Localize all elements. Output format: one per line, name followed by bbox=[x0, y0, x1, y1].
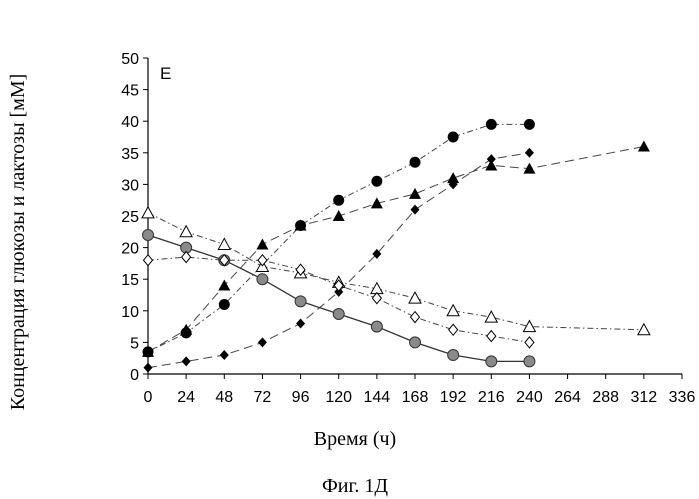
x-tick-label: 240 bbox=[516, 389, 543, 406]
series-3-point bbox=[296, 318, 306, 329]
series-5-line bbox=[147, 212, 644, 331]
series-2-point bbox=[142, 345, 154, 357]
series-3-point bbox=[143, 362, 153, 373]
series-1-point bbox=[523, 118, 535, 130]
series-2-point bbox=[180, 323, 193, 335]
series-3-point bbox=[334, 286, 344, 297]
series-6-point bbox=[409, 310, 421, 324]
y-tick-label: 30 bbox=[121, 177, 139, 194]
series-5-point bbox=[446, 303, 460, 317]
series-3-point bbox=[257, 337, 267, 348]
series-5-point bbox=[408, 291, 422, 304]
x-tick-label: 288 bbox=[592, 389, 619, 406]
series-1-point bbox=[447, 131, 459, 143]
series-5-point bbox=[217, 237, 232, 250]
series-4-point bbox=[523, 355, 536, 368]
series-5-point bbox=[141, 205, 155, 219]
series-6-point bbox=[257, 253, 268, 267]
series-4-point bbox=[332, 307, 345, 320]
x-tick-label: 24 bbox=[177, 389, 195, 406]
series-2-point bbox=[485, 159, 498, 171]
y-tick-label: 10 bbox=[121, 304, 139, 321]
series-3-line bbox=[147, 152, 530, 369]
panel-label: E bbox=[160, 64, 171, 83]
series-6-line bbox=[147, 256, 530, 343]
series-3-point bbox=[410, 204, 420, 215]
series-2-point bbox=[332, 210, 345, 221]
series-4-point bbox=[447, 349, 460, 362]
y-tick-label: 45 bbox=[121, 83, 139, 100]
series-5-point bbox=[522, 319, 537, 333]
series-1-point bbox=[333, 194, 345, 206]
series-3-point bbox=[219, 350, 229, 361]
series-1-line bbox=[147, 123, 530, 353]
series-6-point bbox=[295, 263, 306, 277]
series-5-point bbox=[637, 322, 651, 336]
x-tick-label: 312 bbox=[631, 389, 658, 406]
series-3-point bbox=[486, 154, 496, 165]
series-2-point bbox=[447, 172, 460, 184]
series-6-point bbox=[219, 253, 230, 267]
series-4-point bbox=[294, 295, 307, 308]
series-6-point bbox=[524, 336, 535, 349]
y-tick-label: 40 bbox=[121, 114, 139, 131]
y-tick-label: 35 bbox=[121, 146, 139, 163]
x-tick-label: 192 bbox=[440, 389, 467, 406]
series-2-point bbox=[294, 219, 307, 231]
y-tick-label: 50 bbox=[121, 51, 139, 68]
series-2-point bbox=[409, 187, 421, 199]
series-3-point bbox=[181, 356, 191, 367]
series-4-point bbox=[485, 355, 498, 368]
series-1-point bbox=[485, 118, 497, 130]
y-tick-label: 0 bbox=[130, 367, 139, 384]
figure-caption: Фиг. 1Д bbox=[322, 475, 388, 497]
series-6-point bbox=[371, 291, 383, 305]
series-4-point bbox=[256, 273, 269, 286]
series-2-point bbox=[523, 162, 536, 174]
series-4-line bbox=[147, 234, 530, 363]
series-6-point bbox=[447, 323, 459, 337]
x-tick-label: 216 bbox=[478, 389, 505, 406]
x-tick-label: 168 bbox=[402, 389, 429, 406]
series-4-point bbox=[142, 228, 154, 241]
x-tick-label: 264 bbox=[554, 389, 581, 406]
x-tick-label: 72 bbox=[254, 389, 272, 406]
x-tick-label: 120 bbox=[325, 389, 352, 406]
x-tick-label: 96 bbox=[292, 389, 310, 406]
x-tick-label: 0 bbox=[144, 389, 153, 406]
series-2-point bbox=[256, 238, 269, 250]
y-tick-label: 25 bbox=[121, 209, 139, 226]
series-1-point bbox=[218, 298, 230, 310]
x-tick-label: 144 bbox=[364, 389, 391, 406]
series-4-point bbox=[370, 320, 383, 333]
series-5-point bbox=[484, 310, 499, 323]
x-axis-title: Время (ч) bbox=[314, 428, 396, 450]
y-tick-label: 5 bbox=[130, 335, 139, 352]
series-6-point bbox=[486, 329, 497, 343]
x-tick-label: 336 bbox=[669, 389, 696, 406]
plot-area bbox=[147, 58, 682, 375]
series-6-point bbox=[180, 250, 192, 264]
series-points bbox=[141, 118, 651, 373]
series-3-point bbox=[448, 179, 458, 190]
series-6-point bbox=[142, 253, 154, 267]
series-2-line bbox=[147, 146, 644, 353]
series-1-point bbox=[371, 175, 383, 187]
axis-ticks: 0 24 48 72 96 120 144 168 192 216 240 264 288 312 336 0… bbox=[121, 51, 695, 406]
series-2-point bbox=[370, 197, 383, 209]
y-tick-label: 15 bbox=[121, 272, 139, 289]
series-1-point bbox=[409, 156, 421, 168]
series-2-point bbox=[218, 279, 231, 291]
x-tick-label: 48 bbox=[215, 389, 233, 406]
y-tick-label: 20 bbox=[121, 241, 139, 258]
series-4-point bbox=[409, 336, 421, 349]
y-axis-title: Концентрация глюкозы и лактозы [мМ] bbox=[7, 74, 29, 411]
series-6-point bbox=[333, 279, 344, 292]
series-2-point bbox=[637, 140, 650, 152]
series-5-point bbox=[179, 224, 193, 238]
series-3-point bbox=[372, 248, 382, 259]
series-3-point bbox=[524, 147, 534, 158]
